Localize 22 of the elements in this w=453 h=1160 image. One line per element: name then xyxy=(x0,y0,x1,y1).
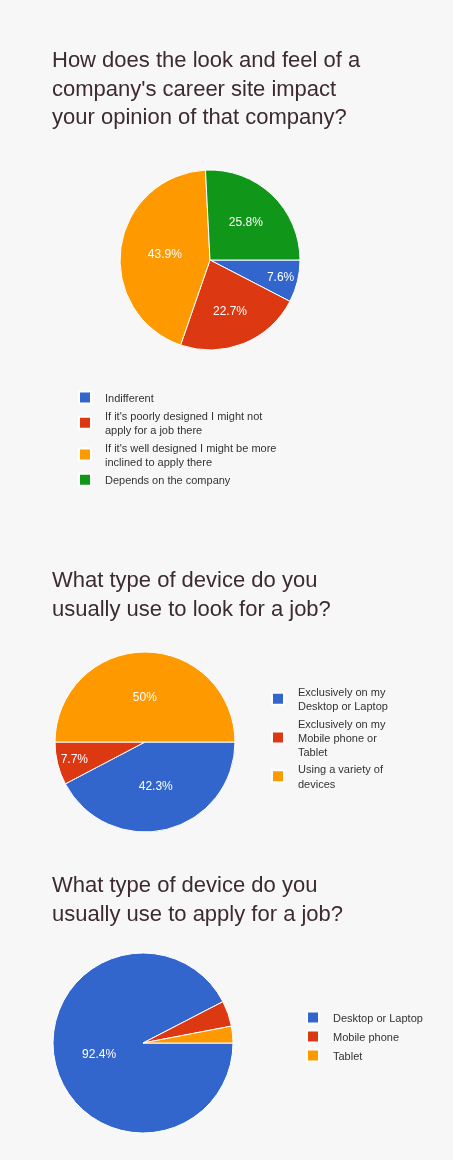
legend-label: Indifferent xyxy=(105,391,154,404)
legend-label: Mobile phone xyxy=(333,1030,400,1043)
data-label: 25.8% xyxy=(228,215,264,230)
legend-label: If it's well designed I might be more inclined to apply there xyxy=(105,441,277,468)
legend-label: If it's poorly designed I might not apply for a job there xyxy=(105,409,263,437)
data-label: 42.3% xyxy=(138,779,174,794)
legend-label: Using a variety of devices xyxy=(298,763,384,790)
data-label: 22.7% xyxy=(213,303,248,318)
legend-label: Exclusively on my Desktop or Laptop xyxy=(298,685,388,713)
data-label: 43.9% xyxy=(147,246,183,261)
data-label: 7.7% xyxy=(60,752,89,767)
chart-title: What type of device do you usually use to apply for a job? xyxy=(52,872,344,926)
chart-title: How does the look and feel of a company's career site impact your opinion of that company? xyxy=(52,47,361,130)
legend-label: Tablet xyxy=(333,1049,363,1062)
data-label: 7.6% xyxy=(266,270,295,285)
data-label: 50% xyxy=(132,690,158,704)
pie-slice xyxy=(52,952,234,1134)
legend-label: Exclusively on my Mobile phone or Tablet xyxy=(298,717,386,759)
legend-label: Depends on the company xyxy=(105,473,231,486)
legend-label: Desktop or Laptop xyxy=(333,1011,423,1024)
data-label: 92.4% xyxy=(82,1046,117,1061)
chart-title: What type of device do you usually use to look for a job? xyxy=(52,567,331,621)
